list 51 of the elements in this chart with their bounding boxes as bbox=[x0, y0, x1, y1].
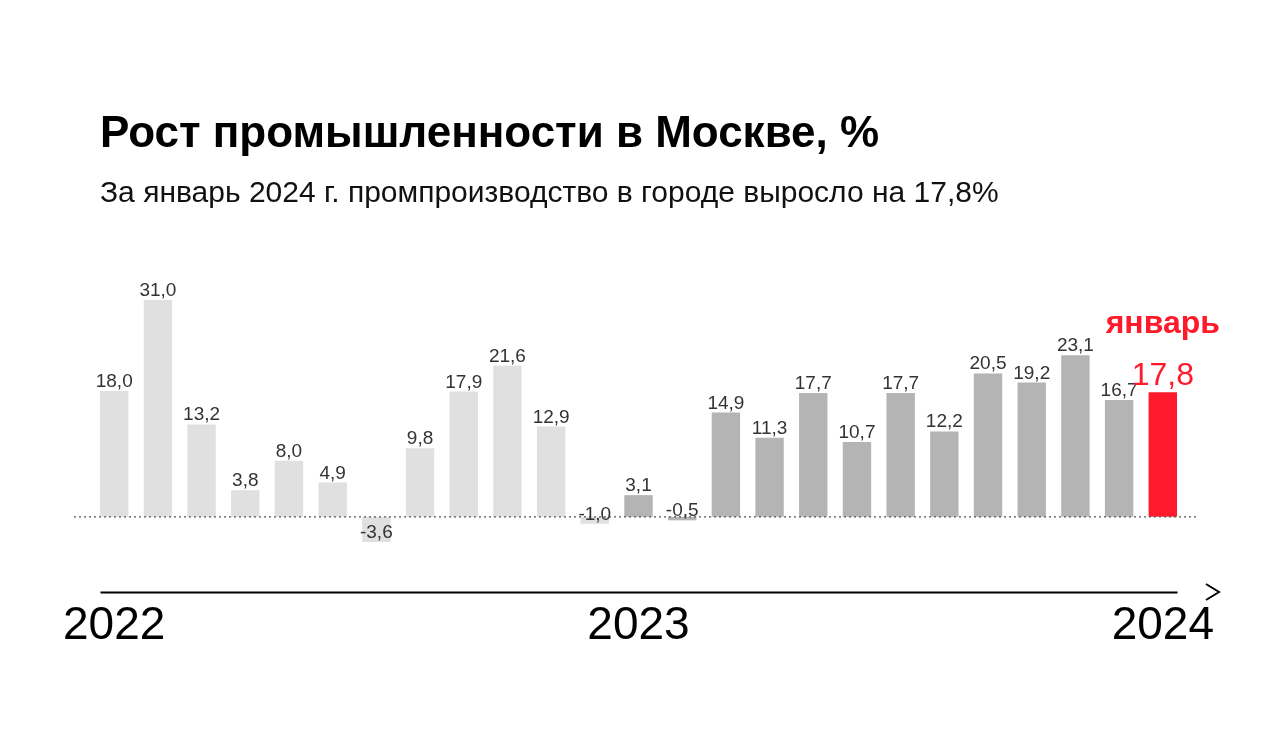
data-label: 10,7 bbox=[838, 420, 876, 442]
data-label: -1,0 bbox=[578, 502, 612, 524]
data-label: 20,5 bbox=[969, 352, 1007, 374]
bar bbox=[493, 365, 522, 517]
bar bbox=[842, 441, 872, 517]
bar bbox=[187, 424, 216, 517]
data-label: 19,2 bbox=[1013, 361, 1051, 383]
x-tick-label: 2022 bbox=[63, 596, 166, 649]
data-label: 21,6 bbox=[488, 344, 526, 366]
bar bbox=[536, 426, 566, 517]
annotation: январь bbox=[1104, 304, 1220, 341]
bar bbox=[755, 437, 784, 517]
bar bbox=[318, 482, 347, 517]
bar bbox=[1017, 382, 1046, 517]
data-label: 23,1 bbox=[1056, 334, 1094, 356]
data-label: 11,3 bbox=[751, 416, 788, 438]
bar bbox=[886, 393, 915, 517]
data-label: 17,7 bbox=[882, 372, 920, 394]
data-label: 12,9 bbox=[532, 405, 570, 427]
bar bbox=[711, 412, 741, 517]
bar bbox=[449, 391, 478, 517]
data-label: 8,0 bbox=[275, 439, 303, 461]
data-label: 14,9 bbox=[707, 391, 745, 413]
data-label: -0,5 bbox=[665, 499, 699, 521]
bar bbox=[143, 300, 173, 517]
bar bbox=[799, 393, 828, 517]
data-label: 3,1 bbox=[625, 474, 652, 496]
data-label: 17,9 bbox=[445, 370, 483, 392]
data-label: 17,7 bbox=[794, 372, 832, 394]
bar bbox=[973, 373, 1003, 517]
x-tick-label: 2023 bbox=[587, 596, 690, 649]
bar bbox=[1148, 392, 1177, 517]
bar bbox=[405, 448, 435, 517]
data-label: 18,0 bbox=[95, 369, 133, 391]
bar bbox=[1104, 400, 1134, 517]
data-label: 13,2 bbox=[183, 403, 221, 425]
bar bbox=[231, 490, 260, 517]
bar bbox=[624, 495, 653, 517]
bar bbox=[274, 460, 304, 517]
data-label: 3,8 bbox=[232, 469, 259, 491]
bar bbox=[1061, 355, 1090, 517]
bar bbox=[930, 431, 959, 517]
data-label: 4,9 bbox=[319, 461, 346, 483]
chart-title: Рост промышленности в Москве, % bbox=[100, 107, 880, 156]
bar bbox=[100, 390, 129, 517]
data-label: -3,6 bbox=[359, 521, 393, 542]
data-label: 12,2 bbox=[925, 410, 963, 432]
data-label: 9,8 bbox=[406, 427, 434, 449]
x-tick-label: 2024 bbox=[1111, 596, 1214, 649]
chart-subtitle: За январь 2024 г. промпроизводство в городе выросло на 17,8% bbox=[100, 175, 999, 208]
data-label: 31,0 bbox=[139, 279, 177, 300]
